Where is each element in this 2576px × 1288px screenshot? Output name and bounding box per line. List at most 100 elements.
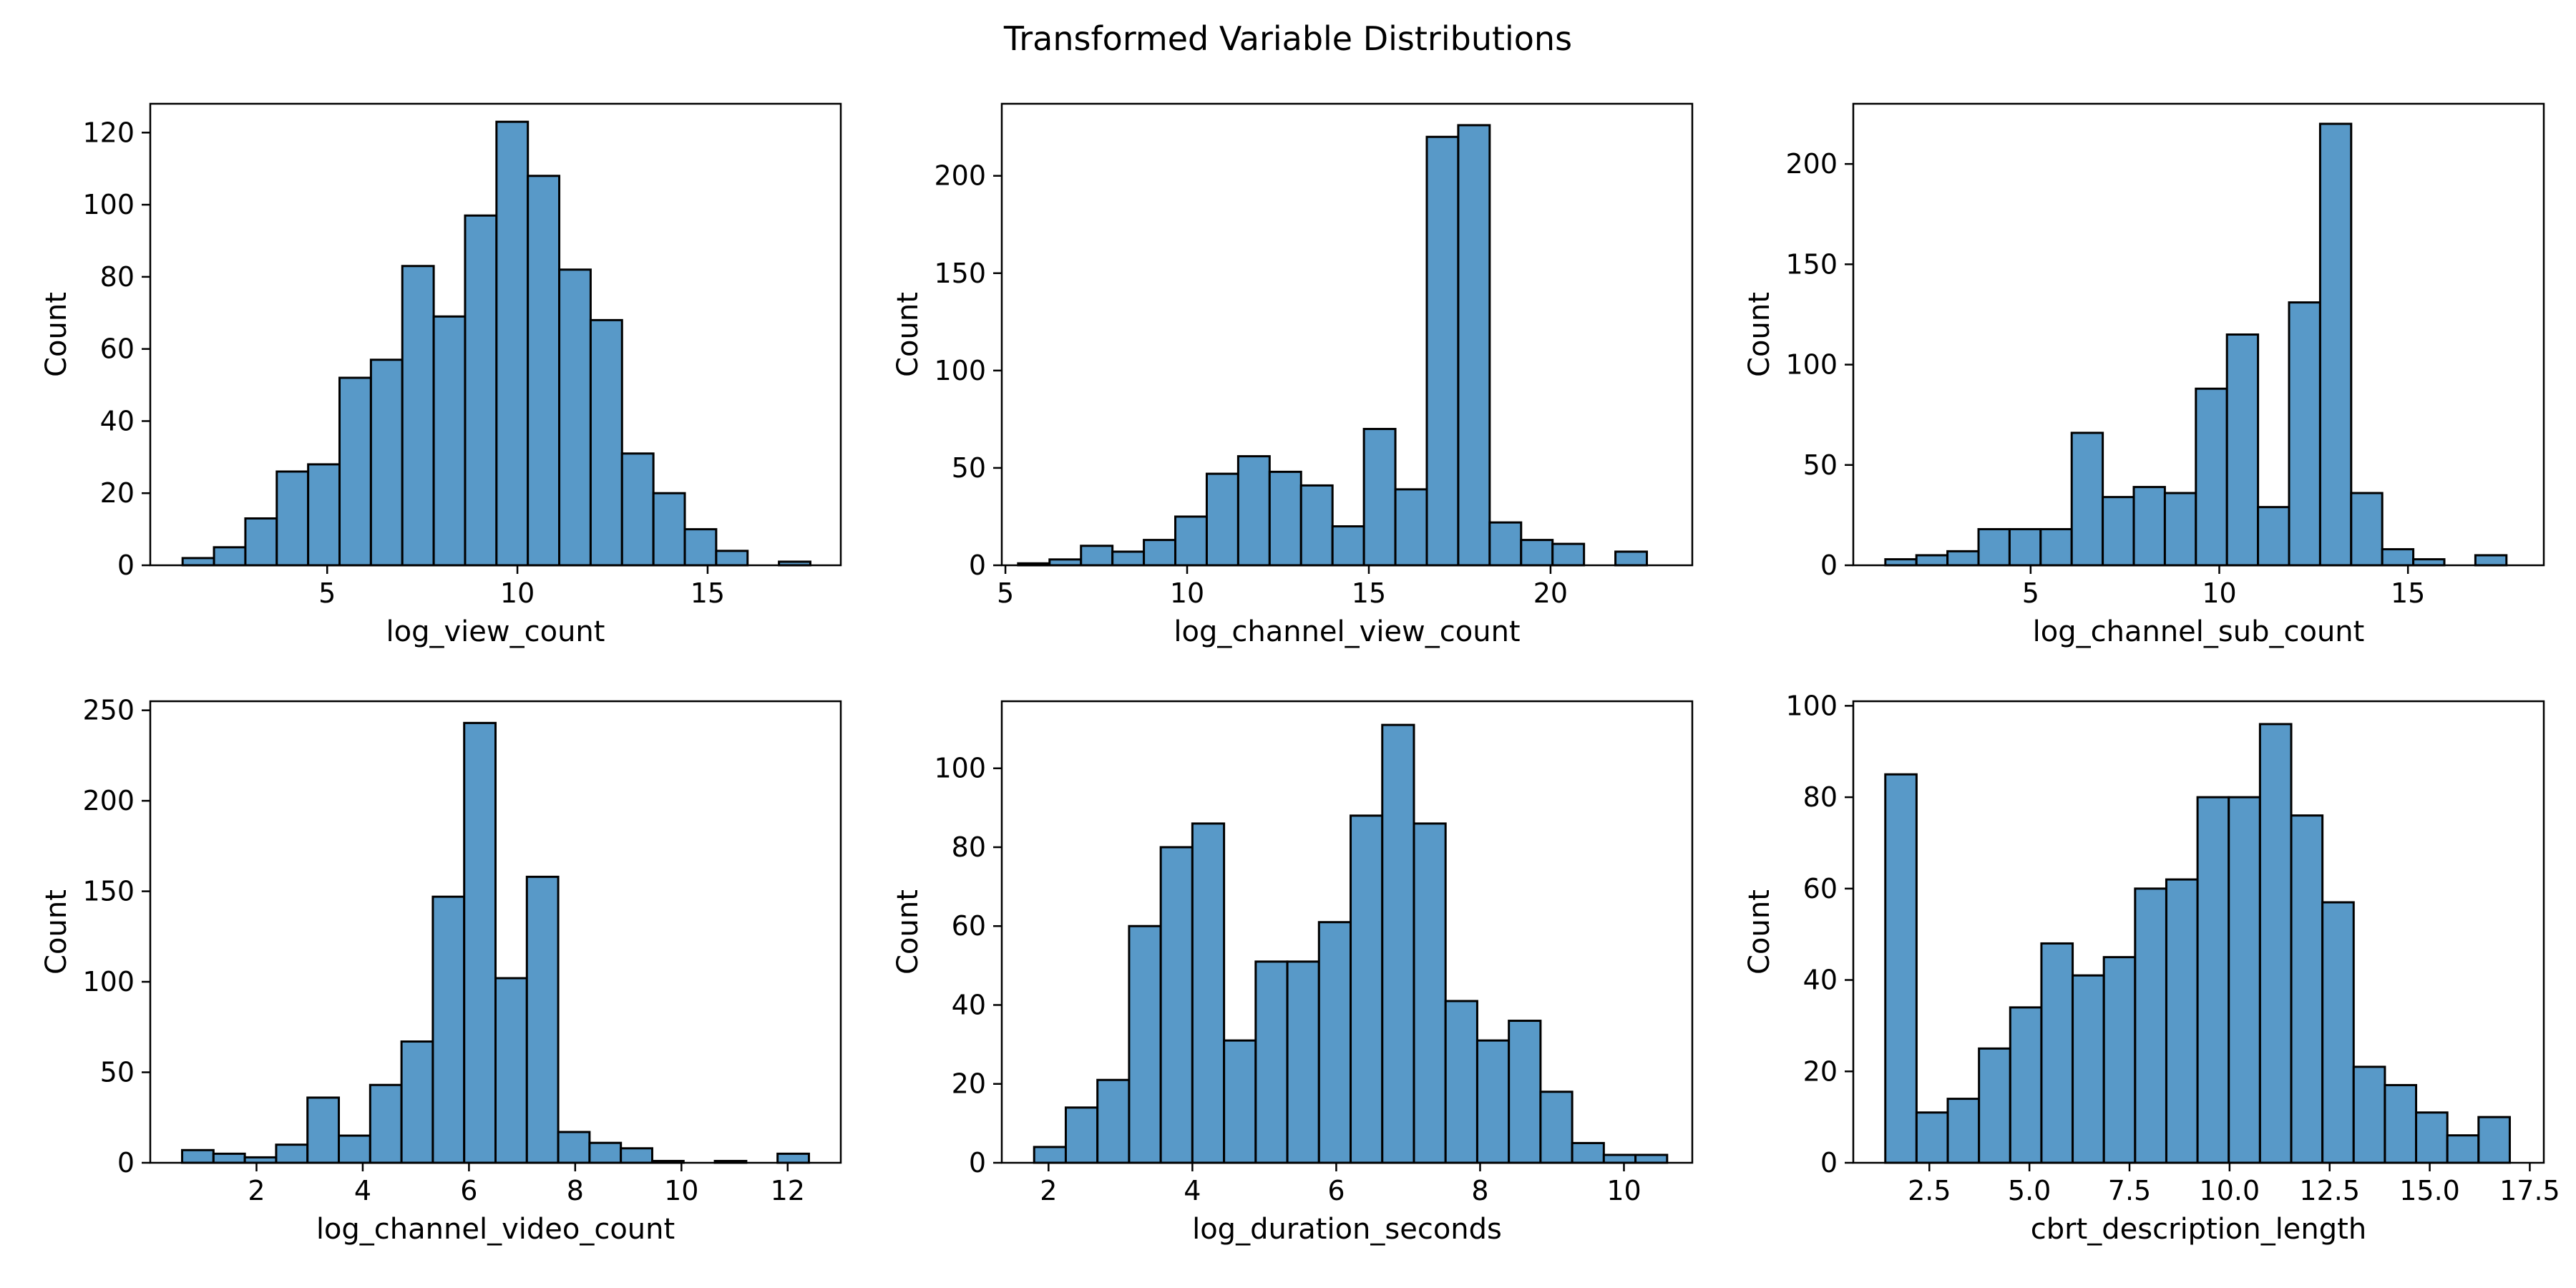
histogram-bar	[1331, 525, 1365, 567]
histogram-bar	[620, 1147, 653, 1164]
y-tick-label: 50	[952, 452, 986, 484]
y-tick-label: 120	[82, 117, 135, 148]
x-tick-label: 8	[567, 1175, 584, 1206]
histogram-bar	[1946, 550, 1980, 567]
y-tick-label: 20	[952, 1068, 986, 1100]
x-tick-label: 7.5	[2108, 1175, 2151, 1206]
histogram-bar	[589, 318, 623, 567]
histogram-bar	[2352, 1065, 2386, 1164]
x-tick-label: 17.5	[2499, 1175, 2560, 1206]
y-tick-label: 100	[1785, 349, 1838, 381]
histogram-bar	[525, 875, 560, 1164]
histogram-bar	[1159, 846, 1194, 1164]
histogram-bar	[1111, 550, 1146, 567]
y-tick-label: 100	[934, 753, 986, 784]
histogram-bar	[2474, 554, 2508, 567]
histogram-bar	[213, 546, 247, 567]
histogram-bar	[1080, 545, 1114, 567]
histogram-bar	[2412, 558, 2446, 567]
y-tick-label: 100	[1785, 690, 1838, 721]
axes-frame	[1852, 102, 2545, 567]
y-tick-label: 150	[82, 876, 135, 907]
histogram-bar	[431, 895, 466, 1164]
histogram-bar	[2381, 548, 2415, 567]
histogram-bar	[275, 1143, 309, 1164]
x-axis-label: cbrt_description_length	[2031, 1213, 2366, 1246]
histogram-bar	[1033, 1146, 1067, 1164]
y-tick-label: 60	[952, 910, 986, 942]
y-axis-label: Count	[40, 292, 73, 377]
histogram-bar	[2070, 431, 2104, 567]
histogram-bar	[683, 528, 718, 567]
histogram-bar	[1381, 723, 1415, 1164]
histogram-bar	[652, 492, 686, 567]
histogram-bar	[1915, 554, 1949, 567]
axes-frame	[1852, 700, 2545, 1164]
x-tick-label: 12.5	[2299, 1175, 2360, 1206]
y-tick-label: 40	[1803, 965, 1838, 996]
histogram-bar	[1425, 135, 1460, 567]
histogram-bar	[1977, 528, 2011, 567]
y-tick-label: 50	[100, 1057, 135, 1088]
x-tick-label: 15.0	[2399, 1175, 2460, 1206]
y-tick-label: 40	[100, 405, 135, 436]
subplot-2: 5 10 15 20050100150200log_channel_view_coun…	[892, 102, 1694, 648]
histogram-bar	[527, 175, 561, 567]
axes-frame	[1000, 102, 1694, 567]
x-tick-label: 20	[1533, 577, 1568, 609]
histogram-bar	[2384, 1083, 2418, 1164]
subplot-6: 2.5 5.0 7.5 10.0 12.5 15.0 17.5 0 20 40 60 80 100 cbr…	[1743, 690, 2560, 1246]
y-tick-label: 0	[117, 1147, 135, 1179]
y-tick-label: 0	[1820, 550, 1838, 581]
y-axis-label: Count	[1743, 889, 1776, 975]
x-tick-label: 15	[2391, 577, 2425, 609]
y-tick-label: 50	[1803, 449, 1838, 481]
histogram-bar	[1205, 472, 1239, 567]
histogram-bar	[1602, 1153, 1637, 1164]
histogram-bar	[400, 1040, 434, 1164]
histogram-bar	[2196, 796, 2230, 1164]
axes-frame	[149, 102, 842, 567]
histogram-bar	[2165, 878, 2199, 1164]
histogram-bar	[2258, 723, 2293, 1164]
histogram-bar	[2350, 492, 2384, 567]
histogram-bar	[2290, 814, 2324, 1164]
y-tick-label: 80	[1803, 781, 1838, 813]
x-tick-label: 5	[997, 577, 1014, 609]
x-tick-label: 5.0	[2008, 1175, 2051, 1206]
histogram-bar	[1946, 1098, 1981, 1164]
histogram-bar	[1614, 550, 1649, 567]
histogram-bar	[2040, 942, 2074, 1164]
y-tick-label: 20	[1803, 1055, 1838, 1087]
histogram-bar	[2102, 496, 2135, 567]
histogram-bar	[1268, 470, 1302, 567]
x-tick-label: 4	[1184, 1175, 1201, 1206]
histogram-bar	[588, 1141, 623, 1164]
histogram-bar	[495, 120, 530, 567]
histogram-bar	[2163, 492, 2197, 567]
histogram-bar	[494, 977, 528, 1164]
histogram-bar	[2318, 122, 2353, 567]
histogram-bar	[1174, 515, 1208, 567]
y-tick-label: 0	[969, 1147, 986, 1179]
histogram-bar	[1444, 1000, 1478, 1164]
y-axis-label: Count	[40, 889, 73, 975]
histogram-bar	[181, 557, 215, 567]
histogram-bar	[2039, 528, 2073, 567]
histogram-bar	[1634, 1153, 1669, 1164]
histogram-bar	[1508, 1020, 1542, 1164]
y-tick-label: 150	[1785, 248, 1838, 280]
axes-frame	[1000, 700, 1694, 1164]
subplot-1: 5 10 15 0 20 40 60 80 100 120 log_view_count Count	[40, 102, 842, 648]
x-tick-label: 15	[691, 577, 725, 609]
x-tick-label: 6	[1327, 1175, 1345, 1206]
histogram-bar	[2257, 506, 2290, 567]
histogram-bar	[1571, 1141, 1605, 1164]
histogram-bar	[2102, 956, 2137, 1164]
histogram-bar	[1362, 427, 1397, 567]
y-tick-label: 200	[1785, 148, 1838, 180]
x-tick-label: 12	[771, 1175, 805, 1206]
x-tick-label: 5	[2022, 577, 2039, 609]
histogram-bar	[338, 1134, 371, 1164]
